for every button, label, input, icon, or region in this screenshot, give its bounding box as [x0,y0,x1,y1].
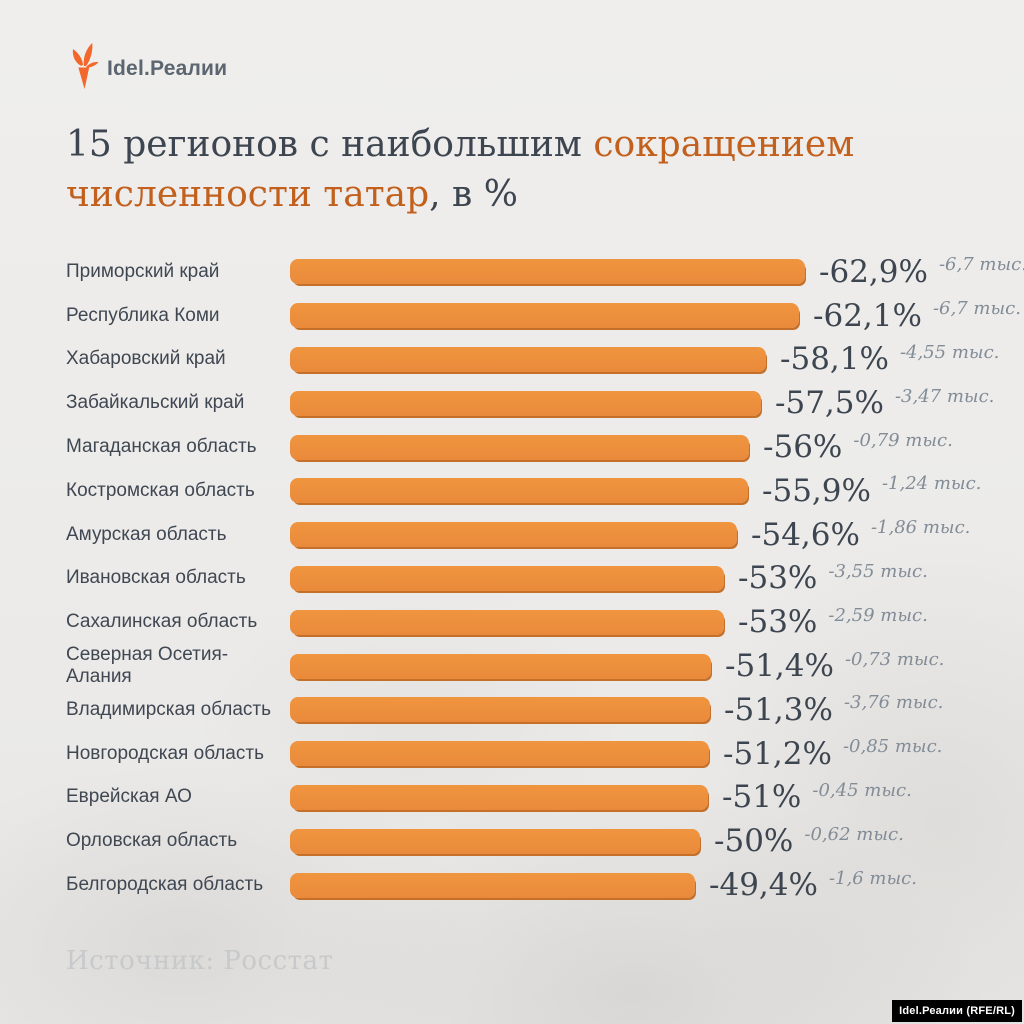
bar [290,522,737,548]
region-label: Ивановская область [66,567,246,589]
absolute-value: -0,62 тыс. [804,823,904,845]
chart-row: Северная Осетия-Алания -51,4% -0,73 тыс. [66,644,1024,688]
percent-value: -51,4% [725,648,834,685]
chart-row: Республика Коми -62,1% -6,7 тыс. [66,294,1024,338]
bar [290,741,709,767]
bar [290,784,708,810]
percent-value: -53% [738,604,818,641]
bar [290,609,724,635]
region-label: Сахалинская область [66,611,258,633]
bar [290,478,748,504]
bar [290,434,749,460]
region-label: Северная Осетия-Алания [66,644,229,688]
chart-row: Сахалинская область -53% -2,59 тыс. [66,600,1024,644]
chart-rows: Приморский край -62,9% -6,7 тыс. Республ… [66,250,1024,907]
torch-icon [66,42,100,95]
percent-value: -51% [722,779,802,816]
logo-text: Idel.Реалии [107,56,228,80]
absolute-value: -2,59 тыс. [828,604,928,626]
percent-value: -50% [714,823,794,860]
chart-row: Владимирская область -51,3% -3,76 тыс. [66,688,1024,732]
percent-value: -49,4% [709,867,818,904]
chart-row: Хабаровский край -58,1% -4,55 тыс. [66,338,1024,382]
logo: Idel.Реалии [66,42,227,95]
source-note: Источник: Росстат [66,946,334,976]
region-label: Еврейская АО [66,786,192,808]
bar [290,565,724,591]
region-label: Белгородская область [66,874,264,896]
region-label: Приморский край [66,260,220,282]
region-label: Хабаровский край [66,348,226,370]
bar [290,872,695,898]
region-label: Новгородская область [66,742,264,764]
absolute-value: -1,6 тыс. [828,867,917,889]
absolute-value: -6,7 тыс. [938,254,1024,276]
region-label: Забайкальский край [66,392,245,414]
bar [290,697,710,723]
chart-title: 15 регионов с наибольшим сокращением чис… [66,120,966,220]
absolute-value: -1,86 тыс. [870,517,971,539]
absolute-value: -0,79 тыс. [853,429,953,451]
region-label: Республика Коми [66,304,220,326]
percent-value: -51,3% [724,691,833,728]
percent-value: -62,1% [813,297,922,334]
chart-row: Орловская область -50% -0,62 тыс. [66,819,1024,863]
bar [290,259,805,285]
absolute-value: -3,55 тыс. [828,560,928,582]
bar [290,390,761,416]
region-label: Магаданская область [66,436,257,458]
region-label: Орловская область [66,830,238,852]
chart-row: Приморский край -62,9% -6,7 тыс. [66,250,1024,294]
chart-row: Магаданская область -56% -0,79 тыс. [66,425,1024,469]
chart-row: Костромская область -55,9% -1,24 тыс. [66,469,1024,513]
region-label: Костромская область [66,479,255,501]
absolute-value: -1,24 тыс. [881,473,982,495]
region-label: Владимирская область [66,698,271,720]
chart-row: Новгородская область -51,2% -0,85 тыс. [66,732,1024,776]
percent-value: -57,5% [775,385,884,422]
percent-value: -54,6% [751,516,860,553]
percent-value: -58,1% [780,341,889,378]
attribution-badge: Idel.Реалии (RFE/RL) [892,1000,1022,1022]
absolute-value: -3,76 тыс. [843,692,944,714]
region-label: Амурская область [66,523,227,545]
absolute-value: -0,85 тыс. [842,736,943,758]
chart-row: Ивановская область -53% -3,55 тыс. [66,557,1024,601]
chart-row: Амурская область -54,6% -1,86 тыс. [66,513,1024,557]
percent-value: -56% [763,429,843,466]
absolute-value: -4,55 тыс. [899,341,1000,363]
bar [290,303,799,329]
bar [290,346,766,372]
chart-row: Еврейская АО -51% -0,45 тыс. [66,776,1024,820]
chart-row: Белгородская область -49,4% -1,6 тыс. [66,863,1024,907]
percent-value: -55,9% [762,472,871,509]
chart-row: Забайкальский край -57,5% -3,47 тыс. [66,381,1024,425]
percent-value: -62,9% [819,253,928,290]
bar [290,828,700,854]
percent-value: -53% [738,560,818,597]
absolute-value: -6,7 тыс. [932,298,1021,320]
absolute-value: -3,47 тыс. [894,385,995,407]
percent-value: -51,2% [723,735,832,772]
bar [290,653,711,679]
absolute-value: -0,73 тыс. [844,648,945,670]
title-line-2: численности татар, в % [66,174,518,215]
absolute-value: -0,45 тыс. [812,779,912,801]
title-line-1: 15 регионов с наибольшим сокращением [66,124,855,165]
